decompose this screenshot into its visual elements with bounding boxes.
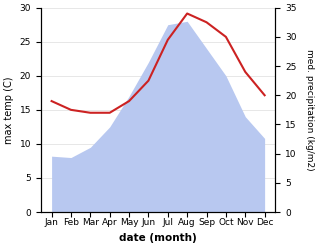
X-axis label: date (month): date (month) bbox=[119, 233, 197, 243]
Y-axis label: max temp (C): max temp (C) bbox=[4, 76, 14, 144]
Y-axis label: med. precipitation (kg/m2): med. precipitation (kg/m2) bbox=[305, 49, 314, 171]
